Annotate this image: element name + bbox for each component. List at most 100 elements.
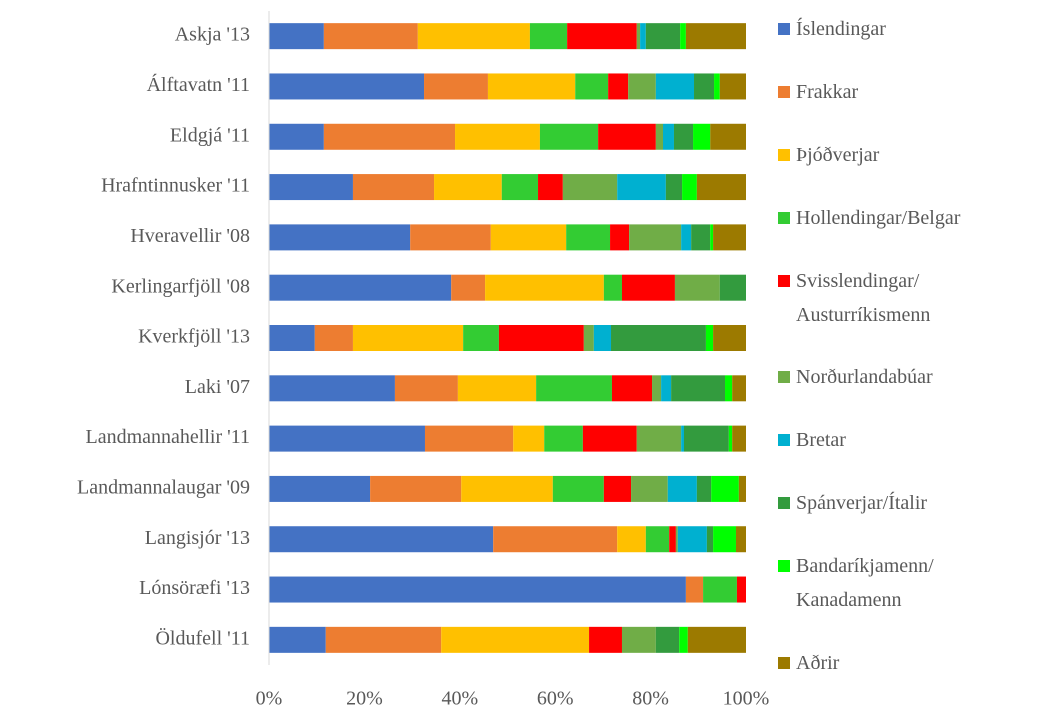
bar-segment: [487, 73, 576, 100]
legend-swatch: [778, 560, 790, 572]
bar-segment: [703, 576, 737, 603]
bar-segment: [675, 526, 678, 553]
bar-segment: [655, 73, 695, 100]
bar-segment: [323, 23, 418, 50]
category-label: Öldufell '11: [155, 626, 250, 649]
bar-segment: [713, 526, 736, 553]
bar-segment: [583, 325, 594, 351]
bar-segment: [566, 224, 611, 251]
category-label: Landmannahellir '11: [86, 426, 250, 448]
legend: Íslendingar Frakkar Þjóðverjar Hollendingar…: [778, 12, 1038, 680]
bar-segment: [434, 174, 502, 201]
bar-segment: [575, 73, 609, 100]
bar-segment: [680, 23, 686, 50]
bar-segment: [269, 576, 686, 603]
category-label: Lónsöræfi '13: [139, 577, 250, 599]
bar-segment: [713, 325, 746, 351]
bar-segment: [269, 475, 371, 502]
bar-segment: [608, 73, 629, 100]
bar-segment: [687, 626, 746, 653]
bar-segment: [610, 224, 630, 251]
legend-item: Spánverjar/Ítalir: [778, 486, 1038, 520]
bar-segment: [681, 425, 684, 452]
x-tick-label: 80%: [632, 688, 669, 710]
legend-swatch: [778, 497, 790, 510]
bar-segment: [629, 224, 682, 251]
bar-segment: [424, 425, 514, 452]
bar-segment: [673, 123, 694, 150]
bar-segment: [424, 73, 488, 100]
legend-item: Íslendingar: [778, 12, 1038, 46]
bar-segment: [352, 174, 435, 201]
bar-segment: [679, 626, 688, 653]
x-tick-label: 0%: [256, 688, 283, 710]
bar-segment: [652, 375, 662, 402]
bar-segment: [694, 73, 715, 100]
bar-segment: [669, 526, 676, 553]
legend-item: Bretar: [778, 423, 1038, 457]
category-label: Kerlingarfjöll '08: [111, 275, 250, 297]
bar-segment: [593, 325, 612, 351]
category-label: Eldgjá '11: [170, 124, 250, 146]
bar-segment: [683, 425, 729, 452]
legend-label: Norðurlandabúar: [796, 366, 933, 389]
bar-segment: [640, 23, 646, 50]
bar-segment: [269, 375, 395, 402]
bar-segment: [736, 576, 746, 603]
bar-segment: [661, 375, 672, 402]
bar-segment: [631, 475, 668, 502]
bar-segment: [617, 174, 666, 201]
bar-segment: [682, 174, 697, 201]
bar-segment: [501, 174, 539, 201]
bar-segment: [490, 224, 567, 251]
bar-segment: [529, 23, 568, 50]
legend-swatch: [778, 371, 790, 384]
bar-segment: [582, 425, 637, 452]
bar-segment: [325, 626, 442, 653]
bar-segment: [269, 224, 411, 251]
legend-item: Bandaríkjamenn/ Kanadamenn: [778, 549, 1038, 617]
bar-segment: [314, 325, 353, 351]
bar-segment: [681, 224, 692, 251]
legend-label: Bretar: [796, 429, 846, 452]
bar-segment: [685, 23, 746, 50]
bar-segment: [269, 274, 452, 301]
bar-segment: [696, 475, 712, 502]
bar-segment: [463, 325, 499, 351]
bar-segment: [269, 23, 324, 50]
bar-segment: [711, 475, 739, 502]
bar-segment: [611, 375, 653, 402]
bar-segment: [705, 325, 714, 351]
legend-item: Frakkar: [778, 75, 1038, 109]
bar-segment: [667, 475, 697, 502]
bar-segment: [370, 475, 462, 502]
bar-segment: [539, 123, 599, 150]
bar-segment: [735, 526, 746, 553]
bar-segment: [713, 224, 746, 251]
bar-segment: [562, 174, 618, 201]
bar-segment: [323, 123, 456, 150]
legend-swatch: [778, 148, 790, 161]
bar-segment: [636, 425, 682, 452]
bar-segment: [457, 375, 537, 402]
bar-segment: [493, 526, 618, 553]
bar-segment: [269, 73, 425, 100]
bar-segment: [710, 224, 714, 251]
legend-swatch: [778, 211, 790, 224]
bar-segment: [611, 325, 706, 351]
category-label: Álftavatn '11: [147, 73, 250, 96]
legend-swatch: [778, 434, 790, 447]
bar-segment: [485, 274, 604, 301]
bar-segment: [714, 73, 720, 100]
bar-segment: [461, 475, 553, 502]
bar-segment: [719, 274, 746, 301]
legend-label: Svisslendingar/ Austurríkismenn: [796, 269, 931, 326]
bar-segment: [498, 325, 584, 351]
bar-segment: [732, 425, 746, 452]
bar-segment: [663, 123, 674, 150]
bar-segment: [655, 123, 664, 150]
legend-item: Aðrir: [778, 646, 1038, 680]
bar-segment: [538, 174, 563, 201]
bar-segment: [269, 526, 494, 553]
category-label: Laki '07: [185, 376, 250, 398]
